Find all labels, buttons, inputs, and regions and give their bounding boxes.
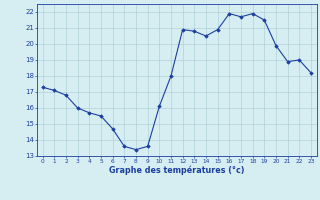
X-axis label: Graphe des températures (°c): Graphe des températures (°c) [109, 166, 244, 175]
